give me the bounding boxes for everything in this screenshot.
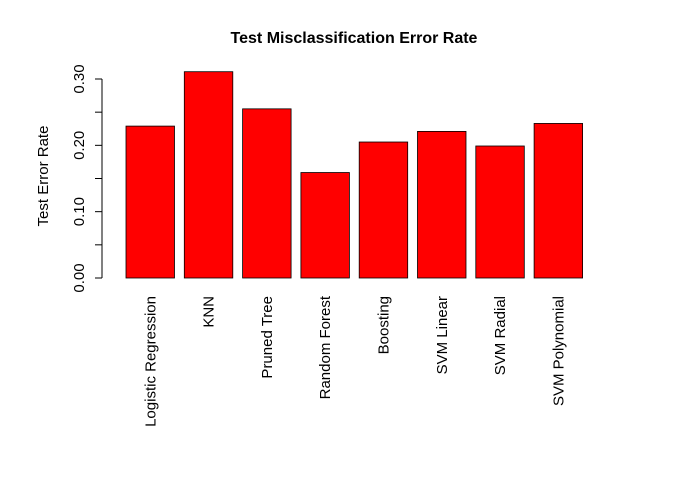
category-label: KNN <box>201 296 218 328</box>
y-tick-label: 0.10 <box>71 197 88 226</box>
bar-svm-radial <box>475 145 525 279</box>
category-label: SVM Radial <box>492 296 509 375</box>
category-label: Logistic Regression <box>142 296 159 427</box>
bars <box>125 71 583 279</box>
category-label: SVM Linear <box>434 296 451 374</box>
category-labels: Logistic Regression KNN Pruned Tree Random … <box>142 295 567 427</box>
category-label: SVM Polynomial <box>550 296 567 406</box>
bar-random-forest <box>300 172 350 279</box>
bar-logistic-regression <box>125 125 175 279</box>
y-tick-label: 0.00 <box>71 263 88 292</box>
bar-pruned-tree <box>242 108 292 279</box>
bar-svm-linear <box>417 131 467 279</box>
category-label: Random Forest <box>317 295 334 399</box>
y-tick-label: 0.20 <box>71 131 88 160</box>
bar-knn <box>183 71 234 279</box>
category-label: Boosting <box>375 296 392 354</box>
chart-title: Test Misclassification Error Rate <box>231 30 478 47</box>
bar-svm-polynomial <box>533 123 583 279</box>
y-tick-label: 0.30 <box>71 64 88 93</box>
bar-boosting <box>358 141 409 279</box>
y-axis: 0.00 0.10 0.20 0.30 <box>71 64 103 293</box>
y-axis-label: Test Error Rate <box>35 126 52 227</box>
category-label: Pruned Tree <box>259 296 276 379</box>
